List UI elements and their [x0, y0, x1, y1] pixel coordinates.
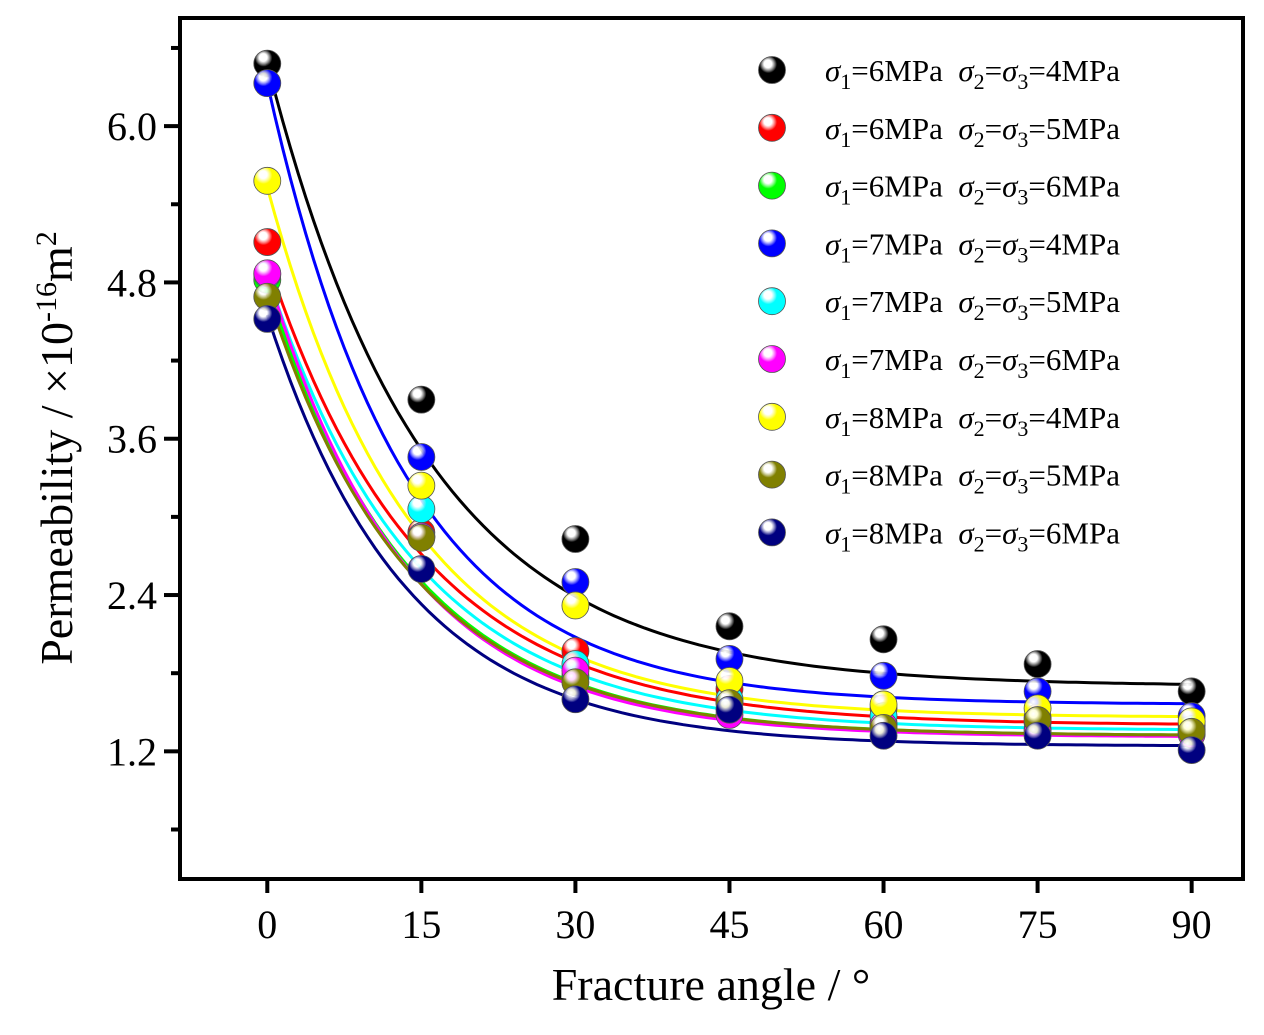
data-point-series-7-x15	[407, 471, 436, 500]
legend-marker-2	[758, 113, 786, 142]
x-tick-label-45: 45	[709, 902, 749, 947]
data-point-series-8-x15	[407, 523, 436, 552]
data-point-series-9-x90	[1177, 736, 1206, 764]
x-tick-label-0: 0	[257, 902, 277, 947]
x-tick-label-30: 30	[555, 902, 595, 947]
y-axis-title-main: Permeability / ×10	[31, 322, 82, 665]
data-point-series-4-x15	[407, 443, 436, 471]
x-axis: 0 15 30 45 60 75 90	[257, 879, 1212, 947]
y-axis: 1.2 2.4 3.6 4.8 6.0	[107, 45, 180, 832]
plot-frame	[178, 16, 1245, 881]
data-point-series-2-x0	[253, 228, 282, 256]
y-tick-label-3.6: 3.6	[107, 417, 157, 462]
x-tick-label-90: 90	[1172, 902, 1212, 947]
data-point-series-7-x0	[253, 166, 282, 195]
data-point-series-6-x0	[253, 259, 282, 288]
legend-entry-8: σ1=8MPa σ2=σ3=5MPa	[825, 458, 1120, 499]
legend-entry-3: σ1=6MPa σ2=σ3=6MPa	[825, 169, 1120, 210]
legend-entry-6: σ1=7MPa σ2=σ3=6MPa	[825, 342, 1120, 383]
data-point-series-1-x30	[561, 525, 590, 553]
legend-marker-9	[758, 518, 786, 547]
legend-entry-4: σ1=7MPa σ2=σ3=4MPa	[825, 226, 1120, 267]
legend-marker-1	[758, 56, 786, 84]
legend-marker-5	[758, 287, 786, 316]
data-point-series-9-x45	[715, 695, 744, 724]
legend-marker-6	[758, 345, 786, 373]
x-tick-label-75: 75	[1018, 902, 1058, 947]
data-point-series-9-x75	[1023, 721, 1052, 750]
legend-marker-7	[758, 402, 786, 431]
y-tick-label-4.8: 4.8	[107, 260, 157, 305]
legend-entry-1: σ1=6MPa σ2=σ3=4MPa	[825, 53, 1120, 94]
data-point-series-1-x15	[407, 385, 436, 414]
data-point-series-9-x15	[407, 555, 436, 583]
y-axis-title-unit-exp: 2	[30, 231, 63, 246]
data-point-series-4-x60	[869, 661, 898, 690]
legend: σ1=6MPa σ2=σ3=4MPa σ1=6MPa σ2=σ3=5MPa σ1=6…	[758, 53, 1120, 556]
x-tick-label-60: 60	[864, 902, 904, 947]
data-point-series-9-x30	[561, 685, 590, 714]
y-axis-title-exp: -16	[30, 282, 63, 322]
legend-marker-8	[758, 460, 786, 489]
y-tick-label-6: 6.0	[107, 104, 157, 149]
x-axis-title: Fracture angle / °	[552, 959, 871, 1010]
legend-marker-3	[758, 171, 786, 200]
y-axis-title-unit: m	[31, 246, 82, 282]
data-point-series-5-x15	[407, 495, 436, 523]
legend-marker-4	[758, 229, 786, 258]
y-tick-label-2.4: 2.4	[107, 573, 157, 618]
legend-entry-2: σ1=6MPa σ2=σ3=5MPa	[825, 111, 1120, 152]
y-axis-title: Permeability / ×10-16m2	[30, 231, 82, 665]
data-point-series-7-x30	[561, 591, 590, 620]
data-point-series-7-x60	[869, 690, 898, 719]
legend-entry-9: σ1=8MPa σ2=σ3=6MPa	[825, 515, 1120, 556]
y-tick-label-1.2: 1.2	[107, 729, 157, 774]
legend-entry-5: σ1=7MPa σ2=σ3=5MPa	[825, 284, 1120, 325]
legend-entry-7: σ1=8MPa σ2=σ3=4MPa	[825, 400, 1120, 441]
data-point-series-1-x75	[1023, 650, 1052, 678]
data-point-series-1-x60	[869, 625, 898, 654]
data-point-series-9-x0	[253, 304, 282, 333]
data-point-series-1-x45	[715, 612, 744, 641]
data-point-series-1-x90	[1177, 677, 1206, 706]
data-points	[253, 49, 1206, 764]
data-point-series-4-x30	[561, 568, 590, 596]
data-point-series-9-x60	[869, 721, 898, 750]
x-tick-label-15: 15	[401, 902, 441, 947]
data-point-series-4-x0	[253, 69, 282, 98]
